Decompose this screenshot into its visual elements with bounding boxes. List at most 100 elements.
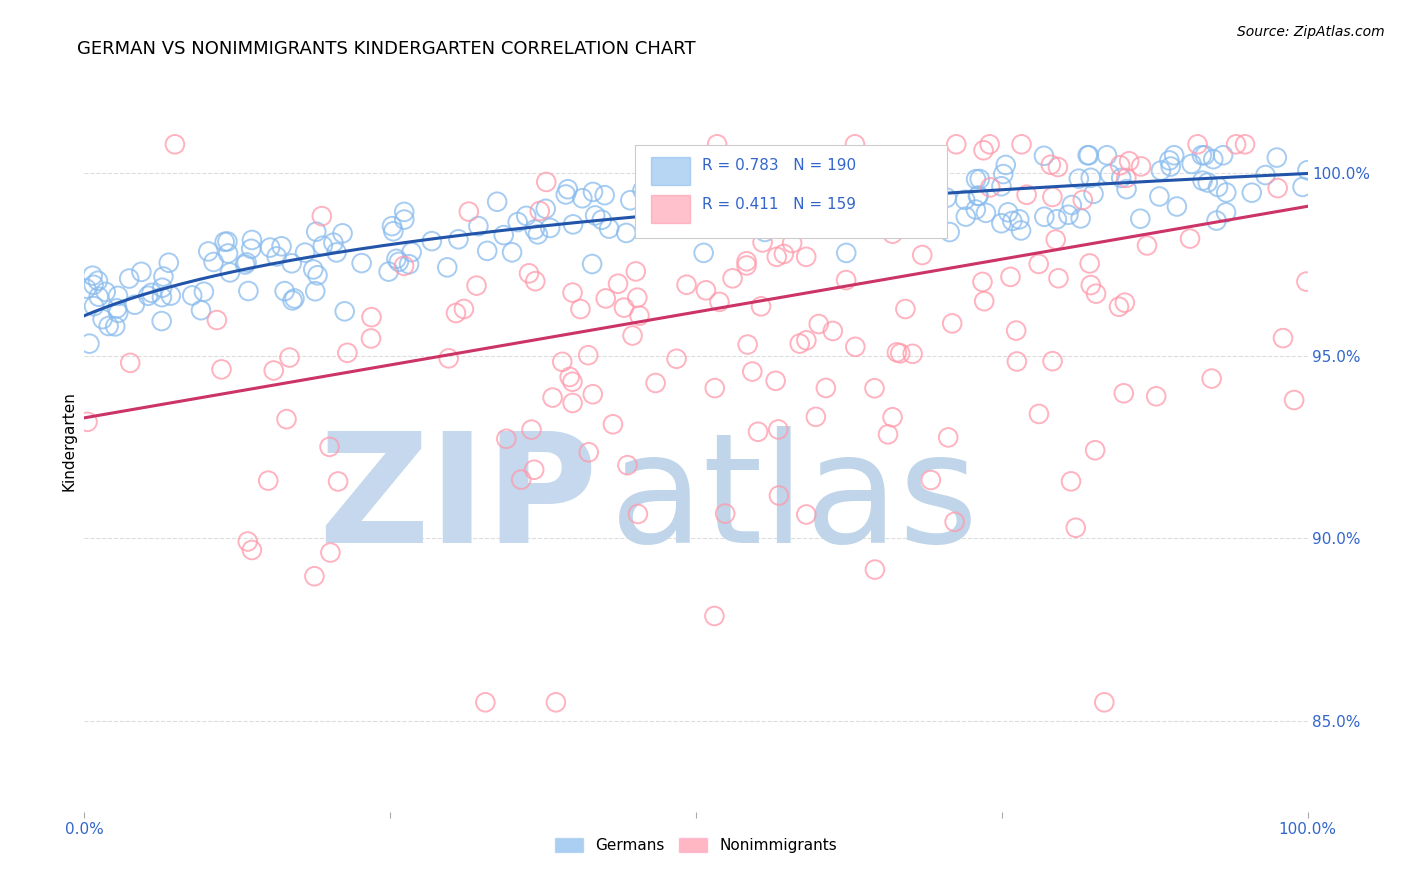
Point [163, 137, 186, 152]
Point [935, 191, 957, 205]
Point [994, 158, 1017, 172]
Point [856, 197, 879, 211]
Point [1202, 152, 1225, 166]
Point [966, 189, 988, 203]
Point [276, 412, 298, 426]
Point [82, 268, 104, 283]
Point [914, 202, 936, 216]
Point [1109, 158, 1132, 172]
Point [444, 306, 467, 320]
Point [1057, 208, 1080, 222]
Point [821, 324, 844, 338]
Point [278, 351, 301, 365]
Point [749, 299, 772, 313]
Point [87, 290, 110, 304]
Point [561, 396, 583, 410]
Point [202, 255, 225, 269]
Point [972, 275, 994, 289]
Point [1166, 200, 1188, 214]
Point [569, 302, 592, 317]
Point [1144, 389, 1167, 403]
Point [1115, 182, 1137, 196]
Point [1187, 137, 1209, 152]
Point [786, 149, 808, 163]
Point [1083, 186, 1105, 201]
Point [578, 445, 600, 459]
Point [886, 202, 908, 217]
Point [561, 285, 583, 300]
Point [336, 346, 359, 360]
Point [551, 355, 574, 369]
Point [87, 274, 110, 288]
Point [1045, 233, 1067, 247]
Point [742, 189, 765, 203]
Point [877, 427, 900, 442]
Point [1032, 149, 1054, 163]
Point [1191, 148, 1213, 162]
Point [735, 254, 758, 268]
Point [305, 225, 328, 239]
Point [520, 423, 543, 437]
Point [1212, 148, 1234, 162]
Point [534, 202, 557, 216]
Point [955, 210, 977, 224]
Point [735, 259, 758, 273]
Point [1272, 331, 1295, 345]
Point [595, 292, 617, 306]
Point [920, 473, 942, 487]
Point [304, 569, 326, 583]
Point [1191, 174, 1213, 188]
Point [591, 212, 613, 227]
Point [377, 264, 399, 278]
Point [236, 534, 259, 549]
Point [83, 299, 105, 313]
Point [1042, 190, 1064, 204]
Point [1163, 148, 1185, 162]
Text: ZIP: ZIP [319, 426, 598, 575]
Point [699, 205, 721, 219]
Point [979, 137, 1001, 152]
Point [107, 289, 129, 303]
Point [765, 374, 787, 388]
Point [1215, 205, 1237, 219]
Point [240, 543, 263, 558]
Point [281, 293, 304, 308]
Point [889, 153, 911, 167]
Point [131, 265, 153, 279]
Point [751, 235, 773, 250]
Point [1085, 286, 1108, 301]
Point [1046, 212, 1069, 227]
Point [915, 179, 938, 194]
Point [714, 507, 737, 521]
Point [181, 288, 204, 302]
Legend: Germans, Nonimmigrants: Germans, Nonimmigrants [548, 832, 844, 860]
Point [831, 179, 853, 194]
Point [621, 328, 644, 343]
Point [465, 278, 488, 293]
Point [703, 609, 725, 624]
Point [524, 274, 547, 288]
Point [536, 175, 558, 189]
Point [990, 179, 1012, 194]
Point [889, 346, 911, 360]
Point [1225, 137, 1247, 152]
Point [1028, 407, 1050, 421]
Point [1291, 180, 1313, 194]
Point [737, 337, 759, 351]
Point [607, 277, 630, 291]
Point [506, 215, 529, 229]
Point [631, 183, 654, 197]
Point [1206, 180, 1229, 194]
Point [1060, 475, 1083, 489]
Point [91, 312, 114, 326]
Point [1010, 223, 1032, 237]
Point [510, 473, 533, 487]
Point [938, 225, 960, 239]
Point [79, 336, 101, 351]
Point [1112, 386, 1135, 401]
Point [467, 219, 489, 234]
Point [360, 331, 382, 345]
Point [830, 186, 852, 200]
FancyBboxPatch shape [651, 156, 690, 185]
Point [676, 157, 699, 171]
